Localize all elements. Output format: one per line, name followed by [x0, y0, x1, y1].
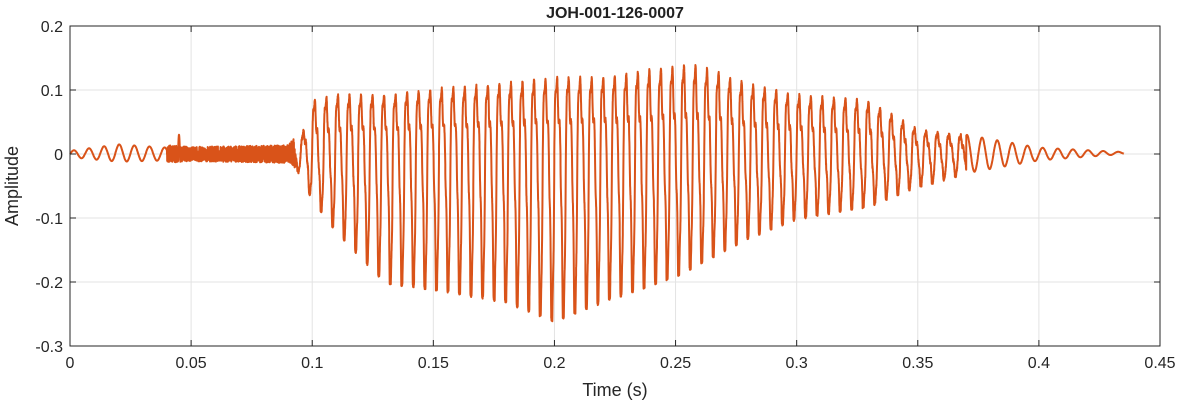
axes-box	[69, 25, 1161, 347]
y-axis-label: Amplitude	[2, 146, 22, 226]
y-tick-label: -0.3	[35, 339, 63, 356]
y-tick-label: -0.1	[35, 211, 63, 228]
waveform-line	[69, 64, 1125, 323]
x-tick-label: 0.45	[1144, 355, 1175, 372]
y-tick-label: 0.2	[41, 19, 63, 36]
x-tick-label: 0.25	[660, 355, 691, 372]
x-tick-label: 0.1	[301, 355, 323, 372]
x-tick-label: 0	[66, 355, 75, 372]
y-tick-label: 0	[54, 147, 63, 164]
x-tick-label: 0.4	[1028, 355, 1050, 372]
x-tick-label: 0.05	[176, 355, 207, 372]
x-tick-label: 0.15	[418, 355, 449, 372]
y-tick-label: 0.1	[41, 83, 63, 100]
x-axis-label: Time (s)	[582, 380, 647, 400]
chart-title: JOH-001-126-0007	[546, 5, 684, 22]
x-tick-label: 0.2	[543, 355, 565, 372]
plot-area	[70, 26, 1160, 346]
x-tick-label: 0.35	[902, 355, 933, 372]
x-tick-label: 0.3	[786, 355, 808, 372]
y-tick-label: -0.2	[35, 275, 63, 292]
